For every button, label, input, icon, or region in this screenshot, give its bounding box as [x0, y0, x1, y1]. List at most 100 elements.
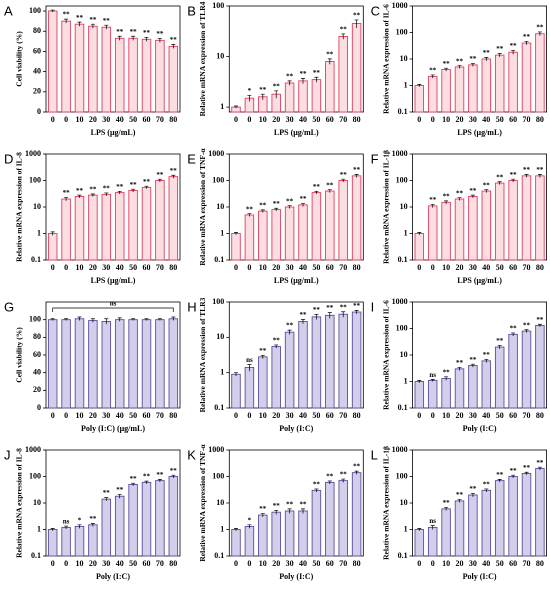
bar [441, 378, 451, 409]
bar [114, 192, 125, 261]
y-tick-label: 100 [396, 323, 408, 332]
significance-label: ** [340, 171, 348, 179]
significance-label: ** [313, 69, 321, 77]
error-bar [104, 497, 109, 501]
bar [535, 468, 545, 557]
significance-label: ns [429, 517, 436, 525]
x-tick-label: 80 [353, 411, 361, 420]
bar [521, 473, 532, 557]
error-bar [77, 316, 82, 321]
error-bar [247, 213, 252, 217]
significance-label: ** [483, 181, 491, 189]
error-bar [131, 188, 136, 192]
x-tick-label: 60 [143, 263, 151, 272]
error-bar [64, 197, 69, 201]
y-tick-label: 1000 [392, 1, 408, 10]
bar [414, 233, 425, 261]
x-tick-label: 80 [536, 411, 544, 420]
x-tick-label: 40 [482, 263, 490, 272]
y-tick-label: 0.1 [214, 403, 224, 412]
significance-label: ** [89, 515, 97, 523]
bar [258, 210, 268, 261]
error-bar [90, 23, 95, 29]
x-tick-label: 10 [442, 115, 450, 124]
error-bar [144, 480, 149, 484]
x-tick-label: 20 [456, 115, 464, 124]
bar [441, 508, 451, 557]
bar [325, 481, 335, 557]
x-axis-label: Poly (I:C) [463, 424, 497, 433]
y-tick-label: 1 [404, 524, 408, 533]
y-tick-label: 100 [29, 6, 41, 15]
error-bar [511, 50, 516, 55]
y-tick-label: 100 [212, 1, 224, 10]
bar [271, 511, 281, 557]
error-bar [260, 513, 265, 517]
y-tick-label: 10 [33, 498, 41, 507]
bar [311, 79, 322, 113]
bar [351, 23, 362, 113]
bar [155, 39, 165, 113]
x-tick-label: 0 [51, 115, 55, 124]
significance-label: ** [103, 489, 111, 497]
error-bar [301, 508, 305, 514]
x-tick-label: 80 [536, 115, 544, 124]
bar [155, 480, 165, 557]
significance-label: ** [170, 467, 178, 475]
y-tick-label: 0.1 [398, 551, 408, 560]
bar [168, 476, 179, 557]
plot-frame [228, 5, 364, 113]
error-bar [470, 493, 475, 497]
x-tick-label: 30 [102, 411, 110, 420]
y-tick-label: 0.1 [214, 255, 224, 264]
bar [284, 82, 295, 113]
significance-label: ** [429, 196, 437, 204]
x-tick-label: 0 [417, 115, 421, 124]
error-bar [90, 523, 95, 527]
x-tick-label: 30 [286, 263, 294, 272]
bar [535, 33, 545, 113]
error-bar [524, 471, 529, 475]
y-tick-label: 100 [212, 175, 224, 184]
bar [441, 69, 451, 113]
panel: J Relative mRNA expression of IL-8 Poly (I… [4, 445, 181, 581]
bar [298, 204, 308, 261]
x-tick-label: 60 [143, 559, 151, 568]
significance-label: ** [156, 171, 164, 179]
error-bar [274, 344, 279, 349]
bar [521, 42, 532, 113]
panel: D Relative mRNA expression of IL-8 LPS (μg… [4, 149, 181, 285]
error-bar [430, 204, 435, 208]
error-bar [64, 18, 69, 24]
error-bar [90, 318, 95, 323]
error-bar [50, 528, 55, 531]
x-tick-label: 80 [353, 559, 361, 568]
x-tick-label: 50 [312, 411, 320, 420]
bar [454, 198, 465, 261]
x-tick-label: 30 [286, 559, 294, 568]
x-tick-label: 30 [469, 115, 477, 124]
x-tick-label: 80 [169, 115, 177, 124]
panel-letter: C [371, 3, 380, 18]
x-tick-label: 20 [89, 411, 97, 420]
y-tick-label: 10 [216, 202, 224, 211]
y-tick-label: 20 [33, 87, 41, 96]
x-tick-label: 60 [143, 411, 151, 420]
x-tick-label: 40 [116, 115, 124, 124]
bar [481, 190, 492, 261]
error-bar [444, 507, 449, 511]
error-bar [234, 105, 238, 109]
x-tick-label: 30 [469, 559, 477, 568]
x-tick-label: 30 [102, 115, 110, 124]
error-bar [104, 318, 109, 325]
error-bar [50, 231, 55, 236]
x-tick-label: 20 [272, 115, 280, 124]
error-bar [287, 508, 292, 514]
error-bar [444, 200, 449, 204]
error-bar [314, 190, 319, 194]
significance-label: ** [286, 197, 294, 205]
significance-label: ** [536, 166, 544, 174]
significance-label: ** [273, 82, 281, 90]
error-bar [234, 372, 238, 377]
x-tick-label: 70 [523, 263, 531, 272]
